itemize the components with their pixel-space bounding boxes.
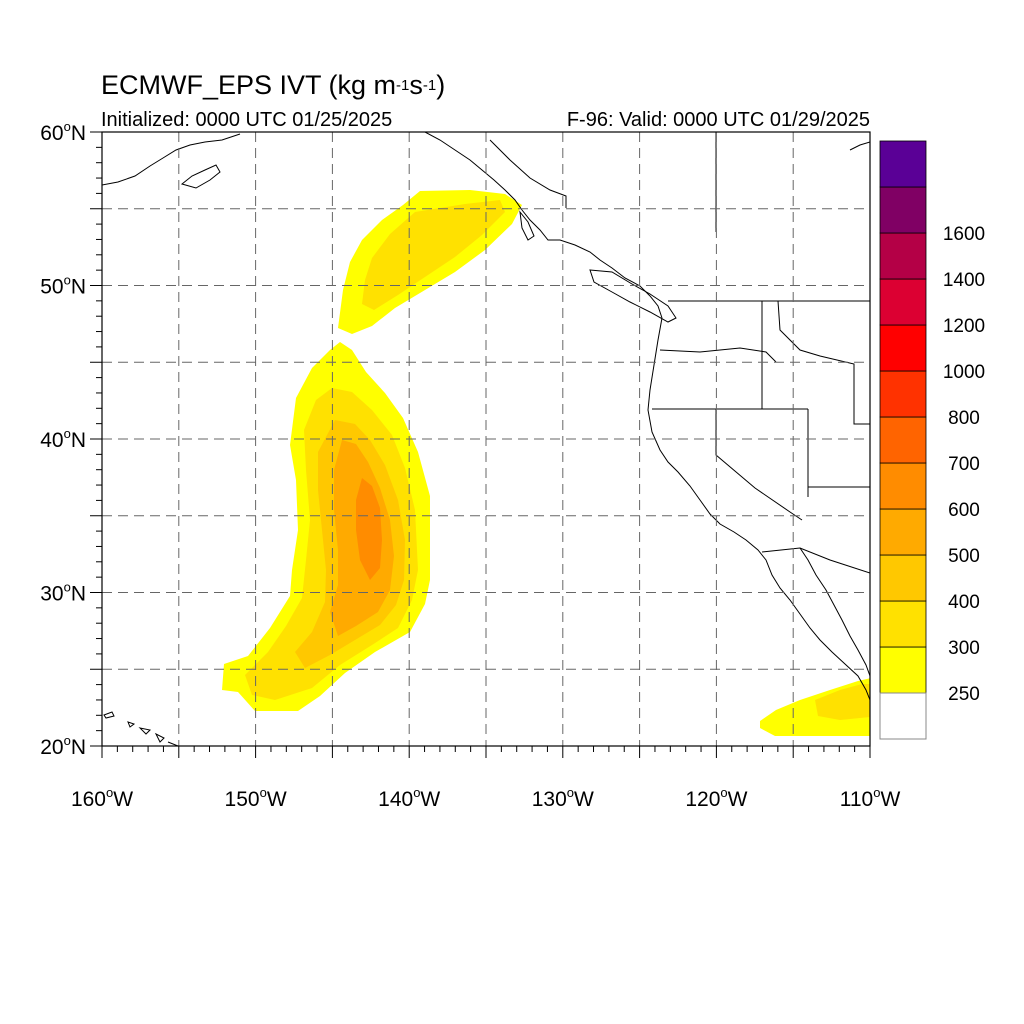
ivt-contour-600-main [356, 478, 382, 580]
colorbar: 250 300 400 500 600 700 800 1000 1200 1400 1600 [879, 140, 985, 740]
colorbar-swatch [879, 462, 927, 510]
colorbar-swatch [879, 324, 927, 372]
lon-label: 160oW [71, 785, 133, 811]
us-west-coast [647, 317, 870, 701]
lat-label: 50oN [40, 273, 86, 299]
colorbar-label: 600 [948, 500, 980, 521]
colorbar-label: 800 [948, 408, 980, 429]
haida-gwaii [519, 210, 535, 241]
lat-label: 30oN [40, 580, 86, 606]
lat-label: 20oN [40, 733, 86, 759]
kodiak-island [180, 164, 221, 189]
initialized-label: Initialized: 0000 UTC 01/25/2025 [101, 109, 393, 131]
colorbar-swatch-outline [879, 692, 927, 740]
colorbar-label: 1400 [943, 270, 985, 291]
alaska-south-coast [424, 132, 523, 211]
map-title: ECMWF_EPS IVT (kg m-1s-1) [101, 70, 446, 100]
colorbar-label: 400 [948, 592, 980, 613]
lat-label: 60oN [40, 119, 86, 145]
lon-label: 110oW [840, 785, 901, 811]
latitude-labels: 60oN 50oN 40oN 30oN 20oN [40, 119, 86, 759]
colorbar-swatch [879, 508, 927, 556]
ivt-shading [222, 190, 870, 736]
or-wa-border [659, 347, 777, 363]
panhandle-border [489, 139, 567, 208]
hawaii-islands [103, 711, 179, 746]
lon-label: 120oW [685, 785, 747, 811]
colorbar-label: 700 [948, 454, 980, 475]
axis-ticks [90, 131, 871, 758]
colorbar-swatch [879, 232, 927, 280]
east-coast-top-right [849, 141, 870, 151]
ivt-contour-300-mexico [815, 684, 870, 720]
valid-time-label: F-96: Valid: 0000 UTC 01/29/2025 [566, 109, 870, 131]
colorbar-swatch [879, 554, 927, 602]
mt-border [777, 300, 870, 425]
colorbar-swatch [879, 692, 927, 740]
longitude-labels: 160oW 150oW 140oW 130oW 120oW 110oW [71, 785, 901, 811]
colorbar-label: 1000 [943, 362, 985, 383]
us-mexico-border [761, 547, 870, 574]
alaska-peninsula-coast [102, 133, 241, 186]
lat-label: 40oN [40, 426, 86, 452]
colorbar-label: 1600 [943, 224, 985, 245]
gulf-of-california-coast [799, 547, 870, 677]
colorbar-label: 300 [948, 638, 980, 659]
lat-lon-grid [102, 132, 870, 746]
colorbar-label: 500 [948, 546, 980, 567]
colorbar-swatch [879, 416, 927, 464]
lon-label: 130oW [532, 785, 594, 811]
lon-label: 150oW [225, 785, 287, 811]
colorbar-swatch [879, 186, 927, 234]
colorbar-swatch [879, 370, 927, 418]
ivt-contour-300-north [362, 200, 505, 310]
colorbar-label: 1200 [943, 316, 985, 337]
colorbar-label: 250 [948, 684, 980, 705]
colorbar-swatch [879, 278, 927, 326]
colorbar-swatch [879, 646, 927, 694]
lon-label: 140oW [378, 785, 440, 811]
colorbar-swatch [879, 140, 927, 188]
alaska-panhandle-coast [521, 209, 663, 319]
colorbar-swatch [879, 600, 927, 648]
coastlines [102, 132, 870, 746]
vancouver-island [589, 269, 677, 323]
